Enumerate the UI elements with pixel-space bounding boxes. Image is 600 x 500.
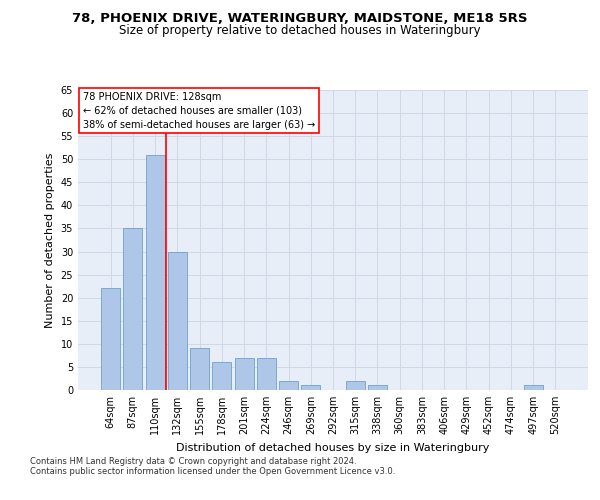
Bar <box>168 252 187 390</box>
Text: 78, PHOENIX DRIVE, WATERINGBURY, MAIDSTONE, ME18 5RS: 78, PHOENIX DRIVE, WATERINGBURY, MAIDSTO… <box>72 12 528 26</box>
Bar <box>235 358 254 390</box>
Bar <box>101 288 120 390</box>
Bar <box>124 228 142 390</box>
Text: Contains public sector information licensed under the Open Government Licence v3: Contains public sector information licen… <box>30 468 395 476</box>
X-axis label: Distribution of detached houses by size in Wateringbury: Distribution of detached houses by size … <box>176 442 490 452</box>
Bar <box>279 381 298 390</box>
Bar <box>368 386 387 390</box>
Bar <box>212 362 231 390</box>
Text: Contains HM Land Registry data © Crown copyright and database right 2024.: Contains HM Land Registry data © Crown c… <box>30 458 356 466</box>
Bar <box>346 381 365 390</box>
Bar <box>524 386 542 390</box>
Bar <box>257 358 276 390</box>
Bar <box>190 348 209 390</box>
Y-axis label: Number of detached properties: Number of detached properties <box>45 152 55 328</box>
Bar <box>146 154 164 390</box>
Text: Size of property relative to detached houses in Wateringbury: Size of property relative to detached ho… <box>119 24 481 37</box>
Bar <box>301 386 320 390</box>
Text: 78 PHOENIX DRIVE: 128sqm
← 62% of detached houses are smaller (103)
38% of semi-: 78 PHOENIX DRIVE: 128sqm ← 62% of detach… <box>83 92 316 130</box>
